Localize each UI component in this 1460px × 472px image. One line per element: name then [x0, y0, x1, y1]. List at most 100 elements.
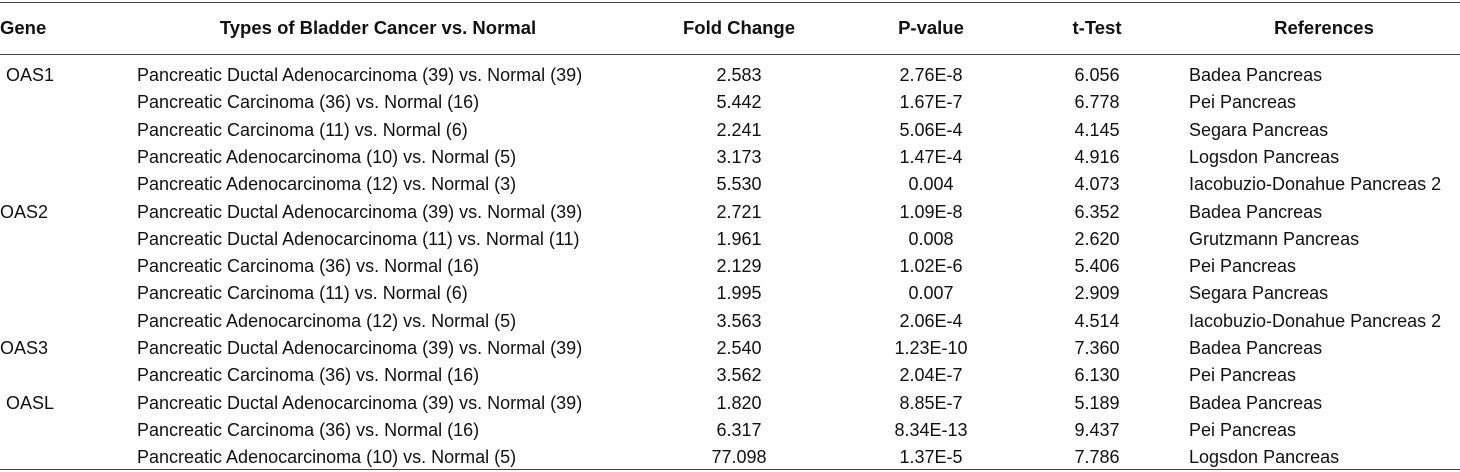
cell-t-test: 5.189 — [1074, 392, 1120, 413]
table-row: Pancreatic Carcinoma (36) vs. Normal (16… — [0, 253, 1460, 280]
cell-p-value: 1.02E-6 — [899, 256, 963, 277]
cell-t-test: 6.352 — [1074, 201, 1120, 222]
header-t-test: t-Test — [1072, 17, 1122, 38]
cell-type: Pancreatic Ductal Adenocarcinoma (39) vs… — [137, 392, 583, 413]
cell-reference: Iacobuzio-Donahue Pancreas 2 — [1189, 310, 1442, 331]
cell-type: Pancreatic Adenocarcinoma (10) vs. Norma… — [137, 447, 517, 468]
cell-fold-change: 6.317 — [716, 419, 762, 440]
cell-t-test: 6.130 — [1074, 365, 1120, 386]
cell-fold-change: 77.098 — [711, 447, 767, 468]
table-row: Pancreatic Carcinoma (11) vs. Normal (6)… — [0, 117, 1460, 144]
cell-fold-change: 1.820 — [716, 392, 762, 413]
cell-type: Pancreatic Adenocarcinoma (12) vs. Norma… — [137, 174, 517, 195]
cell-fold-change: 2.241 — [716, 119, 762, 140]
cell-p-value: 2.04E-7 — [899, 365, 963, 386]
cell-type: Pancreatic Carcinoma (11) vs. Normal (6) — [137, 283, 468, 304]
cell-p-value: 0.007 — [908, 283, 954, 304]
cell-reference: Pei Pancreas — [1189, 92, 1297, 113]
cell-fold-change: 1.995 — [716, 283, 762, 304]
cell-gene: OASL — [6, 392, 55, 413]
cell-p-value: 8.85E-7 — [899, 392, 963, 413]
cell-type: Pancreatic Adenocarcinoma (10) vs. Norma… — [137, 146, 517, 167]
header-p-value: P-value — [898, 17, 964, 38]
cell-reference: Pei Pancreas — [1189, 365, 1297, 386]
cell-p-value: 1.47E-4 — [899, 146, 963, 167]
cell-t-test: 6.778 — [1074, 92, 1120, 113]
cell-t-test: 9.437 — [1074, 419, 1120, 440]
bottom-rule — [0, 469, 1460, 470]
header-gene: Gene — [0, 17, 47, 38]
cell-t-test: 7.360 — [1074, 338, 1120, 358]
table-row: Pancreatic Carcinoma (36) vs. Normal (16… — [0, 417, 1460, 444]
cell-reference: Badea Pancreas — [1189, 65, 1323, 85]
cell-t-test: 4.073 — [1074, 174, 1120, 195]
cell-type: Pancreatic Carcinoma (36) vs. Normal (16… — [137, 365, 480, 386]
table-row: Pancreatic Adenocarcinoma (10) vs. Norma… — [0, 444, 1460, 471]
cell-p-value: 1.67E-7 — [899, 92, 963, 113]
cell-type: Pancreatic Ductal Adenocarcinoma (11) vs… — [137, 228, 580, 249]
table-row: Pancreatic Adenocarcinoma (12) vs. Norma… — [0, 308, 1460, 335]
cell-t-test: 2.620 — [1074, 228, 1120, 249]
table-row: Pancreatic Carcinoma (11) vs. Normal (6)… — [0, 280, 1460, 307]
cell-fold-change: 2.129 — [716, 256, 762, 277]
cell-t-test: 5.406 — [1074, 256, 1120, 277]
cell-p-value: 0.008 — [908, 228, 954, 249]
cell-fold-change: 5.530 — [716, 174, 762, 195]
cell-p-value: 1.23E-10 — [894, 338, 968, 358]
header-rule — [0, 54, 1460, 55]
cell-p-value: 2.06E-4 — [899, 310, 963, 331]
cell-reference: Pei Pancreas — [1189, 256, 1297, 277]
table-row: Pancreatic Adenocarcinoma (12) vs. Norma… — [0, 171, 1460, 198]
header-types: Types of Bladder Cancer vs. Normal — [219, 17, 537, 38]
table-header: Gene Types of Bladder Cancer vs. Normal … — [0, 3, 1460, 54]
cell-type: Pancreatic Carcinoma (36) vs. Normal (16… — [137, 92, 480, 113]
cell-gene: OAS2 — [0, 201, 49, 222]
cell-t-test: 4.916 — [1074, 146, 1120, 167]
top-rule — [0, 2, 1460, 3]
header-references: References — [1274, 17, 1374, 38]
header-fold-change: Fold Change — [682, 17, 796, 38]
table-row: OASL Pancreatic Ductal Adenocarcinoma (39… — [0, 390, 1460, 417]
cell-fold-change: 2.721 — [716, 201, 762, 222]
cell-t-test: 4.145 — [1074, 119, 1120, 140]
cell-t-test: 6.056 — [1074, 65, 1120, 85]
cell-p-value: 1.09E-8 — [899, 201, 963, 222]
cell-reference: Pei Pancreas — [1189, 419, 1297, 440]
cell-gene: OAS3 — [0, 338, 49, 358]
cell-p-value: 1.37E-5 — [899, 447, 963, 468]
cell-fold-change: 2.540 — [716, 338, 762, 358]
cell-reference: Logsdon Pancreas — [1189, 447, 1340, 468]
table-row: Pancreatic Adenocarcinoma (10) vs. Norma… — [0, 144, 1460, 171]
table-row: Pancreatic Carcinoma (36) vs. Normal (16… — [0, 362, 1460, 389]
cell-p-value: 8.34E-13 — [894, 419, 968, 440]
cell-t-test: 2.909 — [1074, 283, 1120, 304]
cell-reference: Segara Pancreas — [1189, 119, 1329, 140]
cell-fold-change: 3.563 — [716, 310, 762, 331]
cell-type: Pancreatic Carcinoma (11) vs. Normal (6) — [137, 119, 468, 140]
cell-fold-change: 3.173 — [716, 146, 762, 167]
cell-p-value: 0.004 — [908, 174, 954, 195]
cell-type: Pancreatic Ductal Adenocarcinoma (39) vs… — [137, 338, 583, 358]
cell-p-value: 2.76E-8 — [899, 65, 963, 85]
cell-reference: Badea Pancreas — [1189, 392, 1323, 413]
table-row: OAS2 Pancreatic Ductal Adenocarcinoma (39… — [0, 199, 1460, 226]
cell-fold-change: 1.961 — [716, 228, 762, 249]
cell-reference: Badea Pancreas — [1189, 201, 1323, 222]
cell-type: Pancreatic Adenocarcinoma (12) vs. Norma… — [137, 310, 517, 331]
cell-gene: OAS1 — [6, 65, 55, 85]
table-row: OAS3 Pancreatic Ductal Adenocarcinoma (39… — [0, 335, 1460, 362]
cell-t-test: 7.786 — [1074, 447, 1120, 468]
cell-type: Pancreatic Carcinoma (36) vs. Normal (16… — [137, 419, 480, 440]
cell-t-test: 4.514 — [1074, 310, 1120, 331]
table-row: Pancreatic Carcinoma (36) vs. Normal (16… — [0, 89, 1460, 116]
cell-type: Pancreatic Ductal Adenocarcinoma (39) vs… — [137, 65, 583, 85]
cell-reference: Iacobuzio-Donahue Pancreas 2 — [1189, 174, 1442, 195]
cell-p-value: 5.06E-4 — [899, 119, 963, 140]
cell-reference: Grutzmann Pancreas — [1189, 228, 1360, 249]
cell-fold-change: 3.562 — [716, 365, 762, 386]
cell-reference: Logsdon Pancreas — [1189, 146, 1340, 167]
table-row: OAS1 Pancreatic Ductal Adenocarcinoma (39… — [0, 62, 1460, 89]
cell-reference: Badea Pancreas — [1189, 338, 1323, 358]
cell-fold-change: 5.442 — [716, 92, 762, 113]
